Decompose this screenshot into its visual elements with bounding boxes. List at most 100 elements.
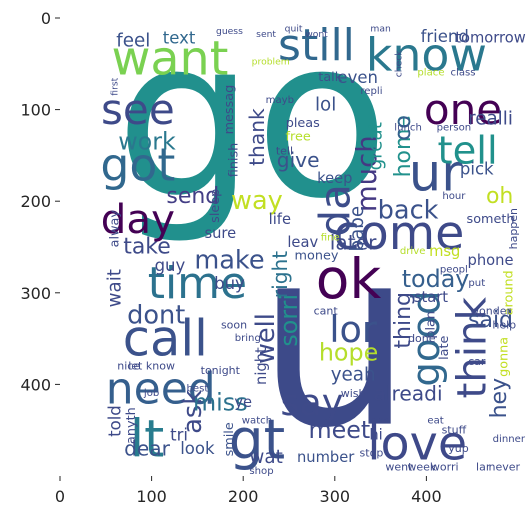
- word-quit-134: quit: [285, 23, 303, 34]
- word-soon-97: soon: [221, 318, 247, 331]
- word-watch-126: watch: [242, 416, 272, 427]
- word-person-131: person: [437, 122, 472, 133]
- word-text-44: text: [163, 29, 196, 48]
- word-went-108: went: [385, 460, 413, 473]
- word-time-9: time: [148, 258, 247, 309]
- word-dinner-113: dinner: [493, 434, 526, 445]
- word-best-125: best: [186, 383, 208, 394]
- word-keep-76: keep: [317, 170, 352, 187]
- x-tick-label-2: 200: [228, 487, 259, 506]
- word-look-64: look: [180, 439, 215, 458]
- word-thing-41: thing: [391, 292, 416, 349]
- word-class-128: class: [451, 67, 476, 78]
- word-sleep-79: sleep: [208, 189, 223, 223]
- word-hope-32: hope: [319, 338, 378, 366]
- word-u-1: u: [256, 195, 413, 483]
- word-feel-43: feel: [116, 30, 150, 51]
- word-work-24: work: [118, 128, 176, 156]
- word-late-87: late: [437, 335, 452, 359]
- word-money-77: money: [295, 249, 339, 264]
- word-tell-118: tell: [276, 144, 293, 157]
- word-thank-52: thank: [245, 108, 269, 166]
- word-see-5: see: [101, 85, 175, 134]
- y-axis: 0 100 200 300 400: [20, 9, 60, 394]
- word-start-78: start: [414, 289, 448, 306]
- word-hi-116: hi: [369, 426, 382, 443]
- word-man-136: man: [370, 23, 391, 34]
- word-tomorrow-61: tomorrow: [455, 30, 526, 47]
- y-tick-label-0: 0: [41, 9, 51, 28]
- word-first-137: first: [109, 77, 120, 95]
- word-wish-100: wish: [341, 387, 366, 400]
- word-dont-33: dont: [127, 301, 185, 331]
- word-oh-51: oh: [486, 184, 513, 209]
- x-tick-label-3: 300: [320, 487, 351, 506]
- word-check-141: check: [393, 50, 404, 78]
- word-think-20: think: [449, 296, 496, 398]
- word-pick-69: pick: [460, 160, 494, 179]
- word-still-3: still: [278, 20, 355, 71]
- word-leav-74: leav: [287, 234, 318, 251]
- word-well-37: well: [251, 313, 281, 364]
- word-bring-98: bring: [235, 333, 261, 344]
- word-told-62: told: [105, 405, 124, 437]
- word-end-115: end: [371, 416, 390, 427]
- word-take-26: take: [123, 235, 171, 260]
- word-da-18: da: [310, 184, 359, 237]
- word-done-102: done: [408, 332, 436, 345]
- word-lor-23: lor: [329, 308, 378, 351]
- word-lunch-130: lunch: [394, 122, 422, 133]
- word-meet-36: meet: [308, 416, 370, 444]
- word-messag-81: messag: [222, 85, 237, 135]
- word-dear-63: dear: [124, 437, 171, 461]
- word-nice-95: nice: [117, 360, 140, 373]
- word-help-104: help: [492, 318, 516, 331]
- word-gonna-88: gonna: [497, 337, 512, 377]
- word-anyth-93: anyth: [124, 407, 139, 444]
- word-lt-12: lt: [130, 409, 164, 469]
- plot-background: [60, 18, 518, 476]
- word-back-30: back: [378, 195, 439, 225]
- word-shop-127: shop: [249, 466, 273, 477]
- word-life-75: life: [269, 211, 291, 228]
- word-give-50: give: [277, 148, 320, 172]
- word-sure-73: sure: [204, 225, 236, 242]
- word-tell-19: tell: [438, 128, 498, 173]
- word-ye-117: ye: [234, 394, 252, 411]
- word-said-57: said: [468, 308, 513, 333]
- word-sent-133: sent: [256, 29, 276, 40]
- word-great-48: great: [366, 122, 387, 170]
- word-happen-91: happen: [507, 208, 520, 249]
- word-one-7: one: [424, 85, 502, 134]
- y-tick-label-3: 300: [20, 284, 51, 303]
- word-sorri-38: sorri: [275, 294, 303, 347]
- word-car-103: car: [468, 355, 486, 368]
- word-come-15: come: [333, 206, 464, 261]
- y-tick-label-1: 100: [20, 101, 51, 120]
- word-hey-58: hey: [487, 378, 512, 419]
- word-call-10: call: [123, 310, 208, 368]
- word-ur-17: ur: [409, 144, 464, 204]
- word-someth-90: someth: [467, 212, 515, 227]
- word-yup-111: yup: [448, 442, 468, 455]
- word-week-106: week: [407, 460, 437, 473]
- word-even-45: even: [337, 68, 378, 87]
- word-know-4: know: [366, 28, 487, 82]
- word-right-39: right: [268, 251, 292, 299]
- word-go-0: go: [115, 0, 389, 247]
- word-today-31: today: [402, 265, 470, 293]
- word-wait-53: wait: [104, 269, 125, 307]
- x-tick-label-0: 0: [55, 487, 65, 506]
- x-tick-label-1: 100: [136, 487, 167, 506]
- word-job-124: job: [143, 388, 159, 399]
- word-babe-56: babe: [347, 206, 368, 252]
- word-worri-107: worri: [431, 460, 459, 473]
- word-make-27: make: [194, 246, 264, 276]
- word-gt-13: gt: [229, 407, 285, 471]
- word-ok-16: ok: [316, 247, 382, 311]
- word-home-40: home: [391, 115, 416, 177]
- word-repli-140: repli: [360, 86, 382, 97]
- word-stop-99: stop: [360, 447, 384, 460]
